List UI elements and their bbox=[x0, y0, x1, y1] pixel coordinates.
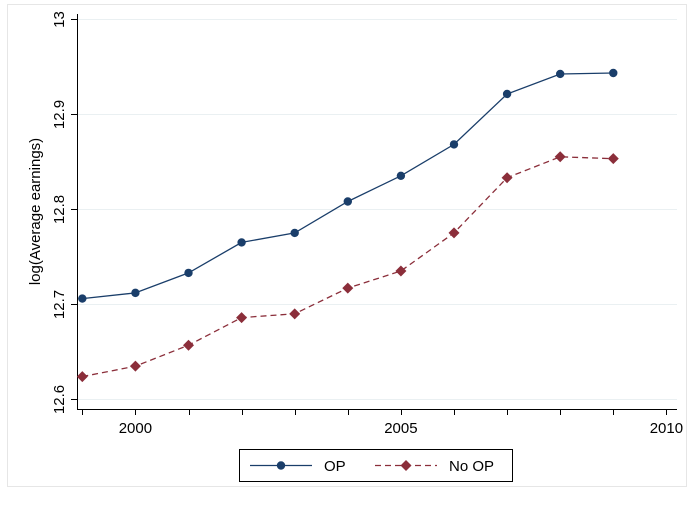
data-point bbox=[555, 69, 565, 79]
data-point bbox=[76, 371, 88, 383]
legend-key-op bbox=[250, 461, 312, 470]
x-tick-label: 2005 bbox=[384, 420, 417, 437]
data-point bbox=[343, 197, 352, 206]
data-point bbox=[129, 360, 141, 372]
outer-frame bbox=[7, 4, 687, 487]
legend-key-no-op bbox=[375, 460, 437, 471]
data-point bbox=[237, 238, 246, 247]
y-tick-label: 12.9 bbox=[51, 100, 68, 129]
x-tick-label: 2000 bbox=[119, 420, 152, 437]
legend: OP No OP bbox=[239, 449, 513, 482]
legend-label-op: OP bbox=[324, 458, 346, 475]
legend-label-no-op: No OP bbox=[449, 458, 494, 475]
data-point bbox=[290, 228, 299, 238]
y-tick-label: 13 bbox=[51, 11, 68, 28]
gridlines bbox=[77, 19, 677, 400]
data-point bbox=[78, 294, 87, 303]
plot-area bbox=[77, 14, 677, 409]
data-point bbox=[502, 89, 512, 99]
data-point bbox=[609, 68, 618, 78]
legend-marker bbox=[276, 461, 286, 470]
y-tick-label: 12.6 bbox=[51, 385, 68, 414]
data-point bbox=[448, 227, 460, 239]
data-point bbox=[289, 308, 301, 320]
data-point bbox=[607, 153, 619, 165]
data-point bbox=[449, 140, 459, 149]
series-op bbox=[78, 68, 618, 303]
y-axis-title: log(Average earnings) bbox=[27, 138, 44, 285]
series-no-op bbox=[76, 151, 619, 383]
legend-marker bbox=[400, 460, 412, 471]
series-layer bbox=[76, 68, 619, 383]
y-tick-label: 12.8 bbox=[51, 195, 68, 224]
data-point bbox=[396, 171, 406, 181]
data-point bbox=[554, 151, 566, 163]
y-tick-label: 12.7 bbox=[51, 290, 68, 319]
axes: 12.6 12.7 12.8 12.9 13 2000 2005 2010 bbox=[51, 11, 683, 437]
data-point bbox=[131, 288, 140, 298]
data-point bbox=[501, 172, 513, 184]
data-point bbox=[183, 339, 195, 351]
data-point bbox=[184, 268, 193, 278]
data-point bbox=[236, 312, 248, 324]
data-point bbox=[342, 282, 354, 294]
data-point bbox=[395, 265, 407, 277]
x-tick-label: 2010 bbox=[650, 420, 683, 437]
